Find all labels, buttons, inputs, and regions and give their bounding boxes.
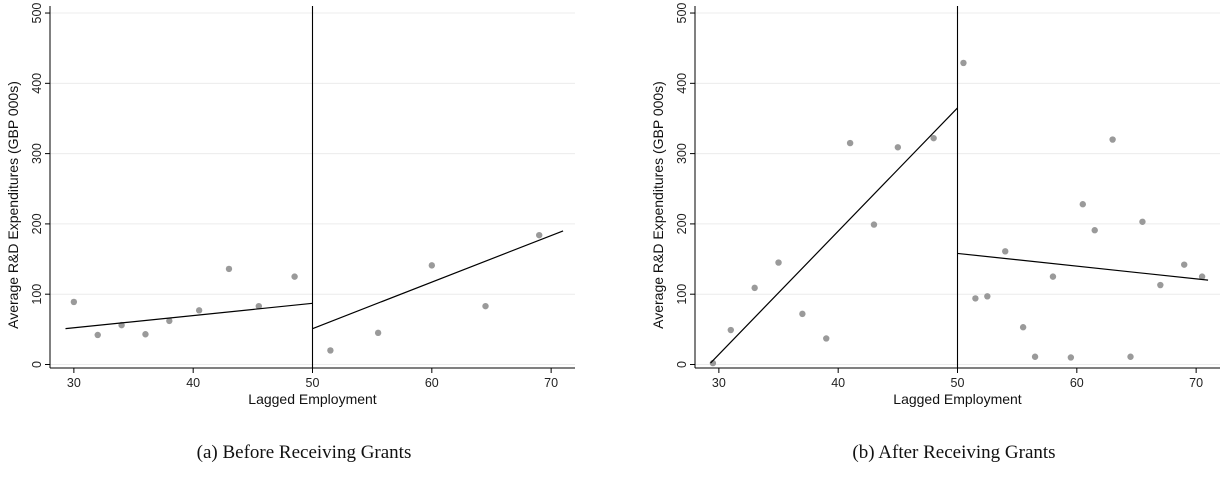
y-tick-label: 200 [30,213,44,234]
y-tick-label: 300 [675,143,689,164]
data-point [291,273,298,280]
x-tick-label: 50 [951,376,965,390]
chart-panel-a: 0 100 200 300 400 500 30 40 50 60 70 Lagged Employm… [5,3,575,463]
y-tick-label: 100 [30,284,44,305]
data-point [142,331,149,338]
x-tick-label: 70 [544,376,558,390]
data-point [1109,136,1116,143]
data-point [225,265,233,273]
data-point [960,59,967,67]
data-point [930,134,937,142]
y-axis-title: Average R&D Expenditures (GBP 000s) [5,81,21,329]
data-point [823,335,830,342]
data-point [1127,353,1134,360]
data-point [984,293,991,300]
data-point [255,302,263,310]
data-point [1079,201,1086,208]
data-point [1019,324,1027,331]
data-point [1198,273,1206,280]
data-point [751,284,758,292]
data-point [727,326,734,334]
data-point [1091,227,1098,234]
data-point [1031,353,1039,360]
data-point [482,302,489,310]
x-tick-label: 60 [1070,376,1084,390]
x-tick-label: 40 [186,376,200,390]
data-point [94,331,101,339]
data-point [374,329,382,337]
y-tick-label: 500 [30,3,44,24]
data-point [70,298,78,306]
data-point [1157,281,1164,289]
y-tick-label: 200 [675,213,689,234]
chart-panel-b: 0 100 200 300 400 500 30 40 50 60 70 Lagged Employm… [650,3,1220,463]
data-point [428,262,436,269]
y-tick-label: 100 [675,284,689,305]
panel-caption: (a) Before Receiving Grants [197,442,412,463]
data-point [536,231,543,239]
x-tick-label: 60 [425,376,439,390]
y-tick-label: 0 [30,361,44,368]
fit-line [957,252,1209,281]
x-axis-title: Lagged Employment [248,391,377,407]
panel-caption: (b) After Receiving Grants [852,442,1055,463]
y-tick-label: 300 [30,143,44,164]
y-tick-label: 400 [675,73,689,94]
fit-line [710,107,958,364]
data-point [972,295,979,302]
fit-line [65,302,313,330]
data-point [1139,218,1146,225]
fit-line [312,230,564,330]
x-axis-title: Lagged Employment [893,391,1022,407]
data-point [166,317,173,325]
data-point [1067,354,1075,361]
data-point [1049,273,1057,280]
x-tick-label: 30 [67,376,81,390]
y-tick-label: 500 [675,3,689,24]
x-tick-label: 70 [1189,376,1203,390]
data-point [327,347,334,354]
data-point [1181,261,1188,268]
x-tick-label: 40 [831,376,845,390]
y-axis-title: Average R&D Expenditures (GBP 000s) [650,81,666,329]
data-point [799,310,806,318]
x-tick-label: 30 [712,376,726,390]
data-point [870,221,878,228]
data-point [846,139,854,147]
y-tick-label: 400 [30,73,44,94]
data-point [894,144,902,151]
y-tick-label: 0 [675,361,689,368]
x-tick-label: 50 [306,376,320,390]
data-point [775,259,782,266]
data-point [195,307,203,314]
data-point [1002,248,1009,255]
